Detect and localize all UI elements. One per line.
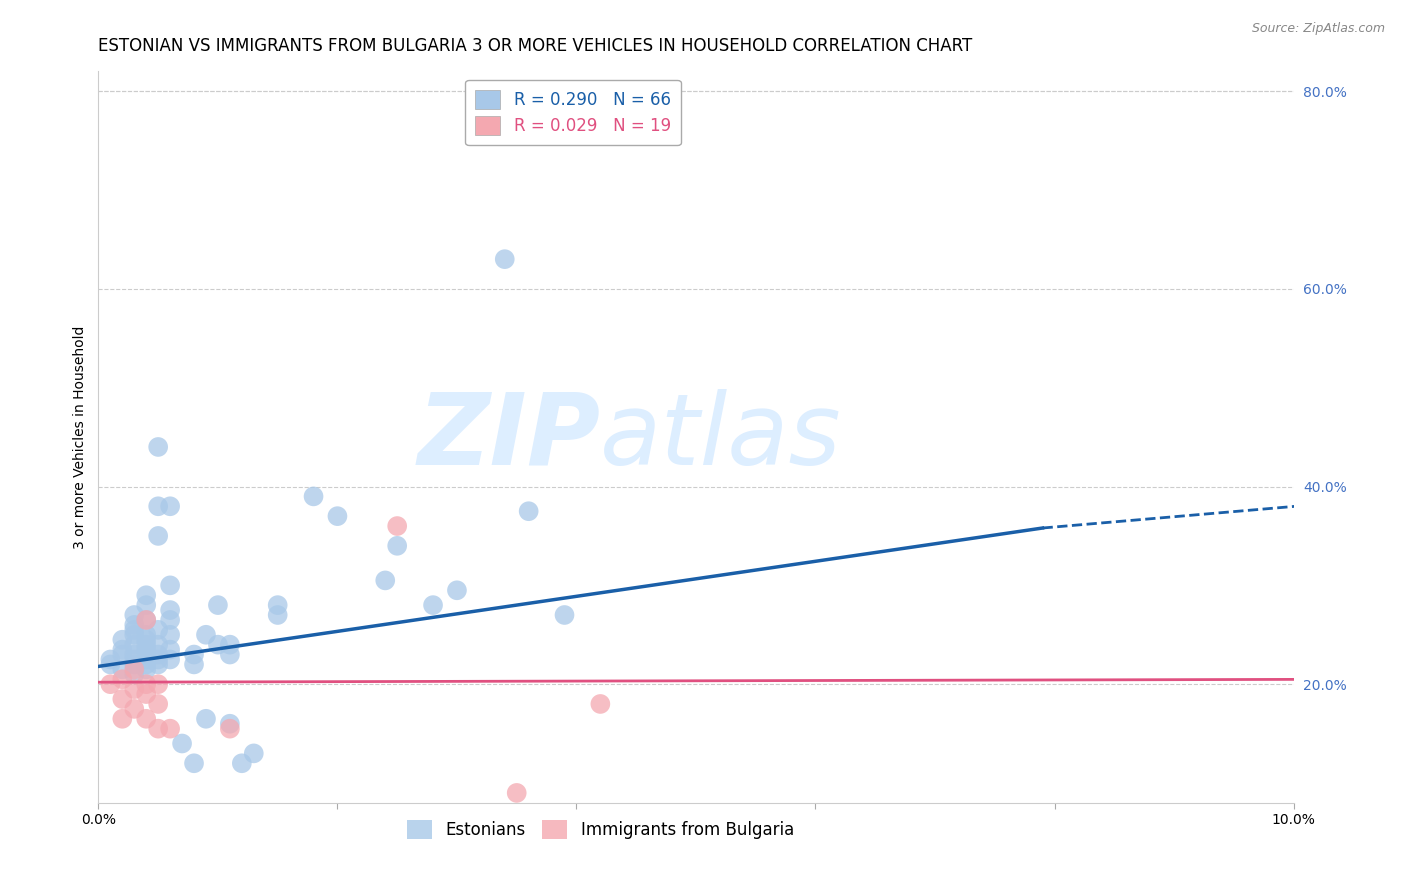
Point (148, 440, 170, 454)
Point (111, 692, 134, 706)
Point (159, 722, 181, 736)
Point (207, 598, 229, 612)
Point (135, 662, 157, 676)
Point (124, 682, 146, 697)
Point (422, 598, 444, 612)
Point (517, 504, 540, 518)
Point (231, 756, 253, 771)
Point (111, 642, 134, 657)
Point (124, 628, 146, 642)
Point (124, 667, 146, 681)
Point (374, 574, 396, 588)
Point (243, 747, 266, 761)
Point (446, 583, 468, 598)
Point (589, 697, 612, 711)
Point (98, 677, 122, 691)
Point (124, 638, 146, 652)
Point (148, 623, 170, 637)
Point (111, 662, 134, 676)
Point (135, 712, 157, 726)
Point (148, 500, 170, 514)
Point (482, 821, 505, 835)
Point (159, 642, 181, 657)
Point (302, 489, 325, 503)
Point (148, 677, 170, 691)
Point (207, 638, 229, 652)
Point (98, 652, 122, 666)
Text: ZIP: ZIP (418, 389, 600, 485)
Point (124, 607, 146, 622)
Y-axis label: 3 or more Vehicles in Household: 3 or more Vehicles in Household (73, 326, 87, 549)
Point (148, 638, 170, 652)
Point (135, 628, 157, 642)
Point (159, 652, 181, 666)
Point (183, 648, 205, 662)
Point (135, 598, 157, 612)
Point (148, 722, 170, 736)
Point (135, 677, 157, 691)
Text: ESTONIAN VS IMMIGRANTS FROM BULGARIA 3 OR MORE VEHICLES IN HOUSEHOLD CORRELATION: ESTONIAN VS IMMIGRANTS FROM BULGARIA 3 O… (98, 37, 973, 54)
Text: Source: ZipAtlas.com: Source: ZipAtlas.com (1251, 22, 1385, 36)
Point (148, 697, 170, 711)
Point (111, 672, 134, 686)
Point (195, 712, 218, 726)
Point (159, 603, 181, 617)
Point (124, 657, 146, 672)
Point (385, 539, 409, 553)
Point (554, 607, 576, 622)
Point (111, 648, 134, 662)
Legend: Estonians, Immigrants from Bulgaria: Estonians, Immigrants from Bulgaria (401, 814, 800, 846)
Point (111, 712, 134, 726)
Point (219, 638, 242, 652)
Point (98, 657, 122, 672)
Point (135, 687, 157, 701)
Point (326, 509, 349, 524)
Point (124, 623, 146, 637)
Point (159, 578, 181, 592)
Point (148, 529, 170, 543)
Point (219, 716, 242, 731)
Point (135, 638, 157, 652)
Point (159, 500, 181, 514)
Point (135, 613, 157, 627)
Point (111, 632, 134, 647)
Text: atlas: atlas (600, 389, 842, 485)
Point (506, 786, 529, 800)
Point (135, 588, 157, 602)
Point (159, 613, 181, 627)
Point (148, 652, 170, 666)
Point (135, 657, 157, 672)
Point (124, 648, 146, 662)
Point (124, 652, 146, 666)
Point (135, 642, 157, 657)
Point (148, 648, 170, 662)
Point (195, 628, 218, 642)
Point (124, 702, 146, 716)
Point (159, 628, 181, 642)
Point (148, 657, 170, 672)
Point (135, 613, 157, 627)
Point (135, 652, 157, 666)
Point (219, 722, 242, 736)
Point (172, 737, 194, 751)
Point (135, 632, 157, 647)
Point (494, 252, 516, 267)
Point (124, 662, 146, 676)
Point (124, 618, 146, 632)
Point (219, 648, 242, 662)
Point (267, 598, 290, 612)
Point (135, 648, 157, 662)
Point (385, 519, 409, 533)
Point (183, 657, 205, 672)
Point (267, 607, 290, 622)
Point (183, 756, 205, 771)
